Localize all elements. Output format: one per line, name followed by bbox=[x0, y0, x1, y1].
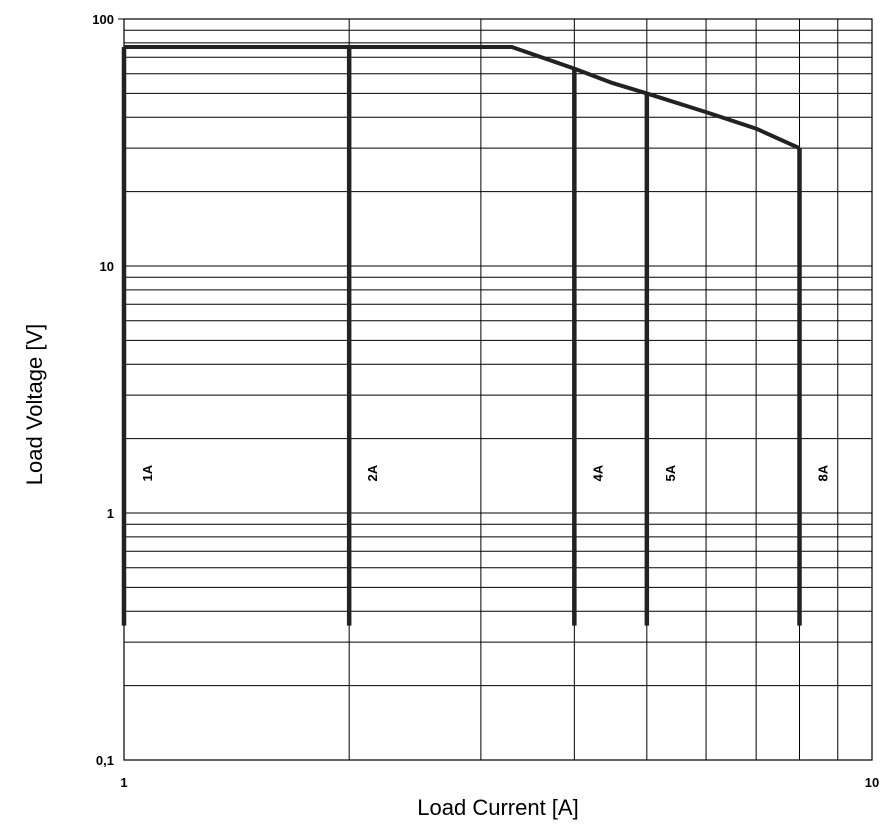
series-label-8A: 8A bbox=[816, 464, 831, 481]
y-tick-label: 0,1 bbox=[96, 753, 114, 768]
y-tick-label: 100 bbox=[92, 12, 114, 27]
y-tick-label: 1 bbox=[107, 506, 114, 521]
x-tick-label: 1 bbox=[120, 775, 127, 790]
y-axis-title: Load Voltage [V] bbox=[22, 324, 47, 485]
series-label-4A: 4A bbox=[590, 464, 605, 481]
curves bbox=[121, 45, 802, 626]
x-axis-title: Load Current [A] bbox=[417, 795, 578, 820]
series-label-1A: 1A bbox=[140, 464, 155, 481]
boundary-curve bbox=[124, 45, 801, 151]
x-tick-label: 10 bbox=[865, 775, 879, 790]
grid bbox=[118, 18, 872, 761]
y-tick-label: 10 bbox=[100, 259, 114, 274]
series-label-5A: 5A bbox=[663, 464, 678, 481]
labels: 0,1 1 10 100 1 10 1A 2A 4A 5A 8A bbox=[92, 12, 879, 790]
series-label-2A: 2A bbox=[365, 464, 380, 481]
